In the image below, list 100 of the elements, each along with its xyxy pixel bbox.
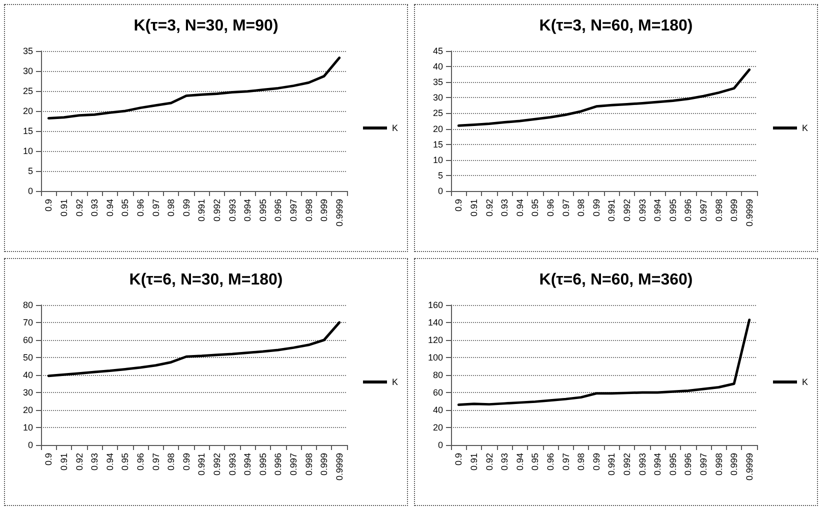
x-tick-label: 0.9999 <box>334 453 344 481</box>
x-tick-label: 0.98 <box>166 453 176 471</box>
x-tick-label: 0.91 <box>58 199 69 217</box>
x-tick-label: 0.92 <box>484 199 494 217</box>
y-tick-label: 20 <box>432 422 443 432</box>
line-series <box>457 68 751 127</box>
chart-title: K(τ=6, N=60, M=360) <box>539 272 693 288</box>
x-tick-label: 0.9 <box>454 199 464 212</box>
x-tick-label: 0.991 <box>606 199 617 222</box>
x-tick-label: 0.998 <box>714 199 724 222</box>
x-tick-label: 0.96 <box>135 453 146 471</box>
x-tick-label: 0.97 <box>560 453 571 471</box>
x-tick-label: 0.94 <box>104 199 115 217</box>
x-tick-label: 0.98 <box>576 199 586 217</box>
x-tick-label: 0.994 <box>652 453 663 476</box>
x-tick-label: 0.92 <box>74 453 84 471</box>
y-tick-label: 30 <box>22 66 33 76</box>
y-tick-label: 20 <box>22 405 33 415</box>
x-tick-label: 0.997 <box>288 199 298 222</box>
y-tick-label: 45 <box>432 46 443 56</box>
line-series <box>457 318 751 406</box>
x-tick-label: 0.99 <box>591 453 602 471</box>
x-tick-label: 0.99 <box>181 199 192 217</box>
y-tick-label: 100 <box>428 352 443 362</box>
x-tick-label: 0.99 <box>181 453 192 471</box>
x-tick-label: 0.95 <box>530 199 540 217</box>
x-tick-label: 0.9999 <box>744 199 754 227</box>
x-tick-label: 0.995 <box>258 199 268 222</box>
x-tick-label: 0.992 <box>212 453 222 476</box>
y-tick-label: 70 <box>22 318 33 328</box>
y-tick-label: 35 <box>432 77 443 88</box>
x-tick-label: 0.993 <box>637 199 648 222</box>
y-tick-label: 5 <box>28 166 33 176</box>
x-tick-label: 0.993 <box>227 453 238 476</box>
x-tick-label: 0.9999 <box>744 453 754 481</box>
x-tick-label: 0.92 <box>484 453 494 471</box>
x-tick-label: 0.93 <box>90 453 100 471</box>
x-tick-label: 0.95 <box>120 199 130 217</box>
x-tick-label: 0.96 <box>135 199 146 217</box>
x-tick-label: 0.9999 <box>334 199 344 227</box>
x-tick-label: 0.97 <box>150 453 161 471</box>
x-tick-label: 0.995 <box>668 453 678 476</box>
y-tick-label: 35 <box>22 46 33 56</box>
y-tick-label: 25 <box>432 108 443 118</box>
x-tick-label: 0.93 <box>500 453 510 471</box>
y-tick-label: 160 <box>428 300 443 310</box>
x-tick-label: 0.93 <box>500 199 510 217</box>
x-tick-label: 0.9 <box>454 453 464 466</box>
y-tick-label: 25 <box>22 86 33 96</box>
x-tick-label: 0.94 <box>514 453 525 471</box>
y-tick-label: 0 <box>28 186 33 196</box>
x-tick-label: 0.96 <box>545 199 556 217</box>
x-tick-label: 0.999 <box>319 453 330 476</box>
x-tick-label: 0.998 <box>304 453 314 476</box>
x-tick-label: 0.996 <box>273 453 284 476</box>
legend-label: K <box>392 123 398 133</box>
y-tick-label: 120 <box>428 335 443 345</box>
x-tick-label: 0.94 <box>104 453 115 471</box>
y-tick-label: 40 <box>22 370 33 380</box>
x-tick-label: 0.993 <box>637 453 648 476</box>
chart-title: K(τ=3, N=30, M=90) <box>134 18 278 34</box>
y-tick-label: 40 <box>432 405 443 415</box>
y-tick-label: 30 <box>22 388 33 398</box>
x-tick-label: 0.994 <box>652 199 663 222</box>
y-tick-label: 0 <box>438 186 443 196</box>
x-tick-label: 0.91 <box>468 453 479 471</box>
y-tick-label: 80 <box>432 370 443 380</box>
y-tick-label: 80 <box>22 300 33 310</box>
y-tick-label: 60 <box>432 388 443 398</box>
chart-title: K(τ=3, N=60, M=180) <box>539 18 693 34</box>
x-tick-label: 0.96 <box>545 453 556 471</box>
x-tick-label: 0.99 <box>591 199 602 217</box>
x-tick-label: 0.92 <box>74 199 84 217</box>
y-tick-label: 0 <box>438 440 443 450</box>
x-tick-label: 0.994 <box>242 199 253 222</box>
y-tick-label: 5 <box>438 170 443 180</box>
x-tick-label: 0.994 <box>242 453 253 476</box>
x-tick-label: 0.9 <box>44 453 54 466</box>
y-tick-label: 20 <box>22 106 33 116</box>
x-tick-label: 0.98 <box>576 453 586 471</box>
x-tick-label: 0.97 <box>560 199 571 217</box>
x-tick-label: 0.997 <box>698 453 708 476</box>
x-tick-label: 0.94 <box>514 199 525 217</box>
x-tick-label: 0.95 <box>530 453 540 471</box>
x-tick-label: 0.998 <box>714 453 724 476</box>
x-tick-label: 0.91 <box>468 199 479 217</box>
y-tick-label: 15 <box>22 126 33 136</box>
y-tick-label: 40 <box>432 62 443 72</box>
x-tick-label: 0.995 <box>668 199 678 222</box>
x-tick-label: 0.999 <box>319 199 330 222</box>
x-tick-label: 0.992 <box>622 199 632 222</box>
x-tick-label: 0.91 <box>58 453 69 471</box>
x-tick-label: 0.996 <box>683 453 694 476</box>
x-tick-label: 0.98 <box>166 199 176 217</box>
x-tick-label: 0.997 <box>698 199 708 222</box>
y-tick-label: 30 <box>432 92 443 103</box>
x-tick-label: 0.996 <box>273 199 284 222</box>
y-tick-label: 60 <box>22 335 33 345</box>
line-series <box>47 56 341 120</box>
x-tick-label: 0.995 <box>258 453 268 476</box>
